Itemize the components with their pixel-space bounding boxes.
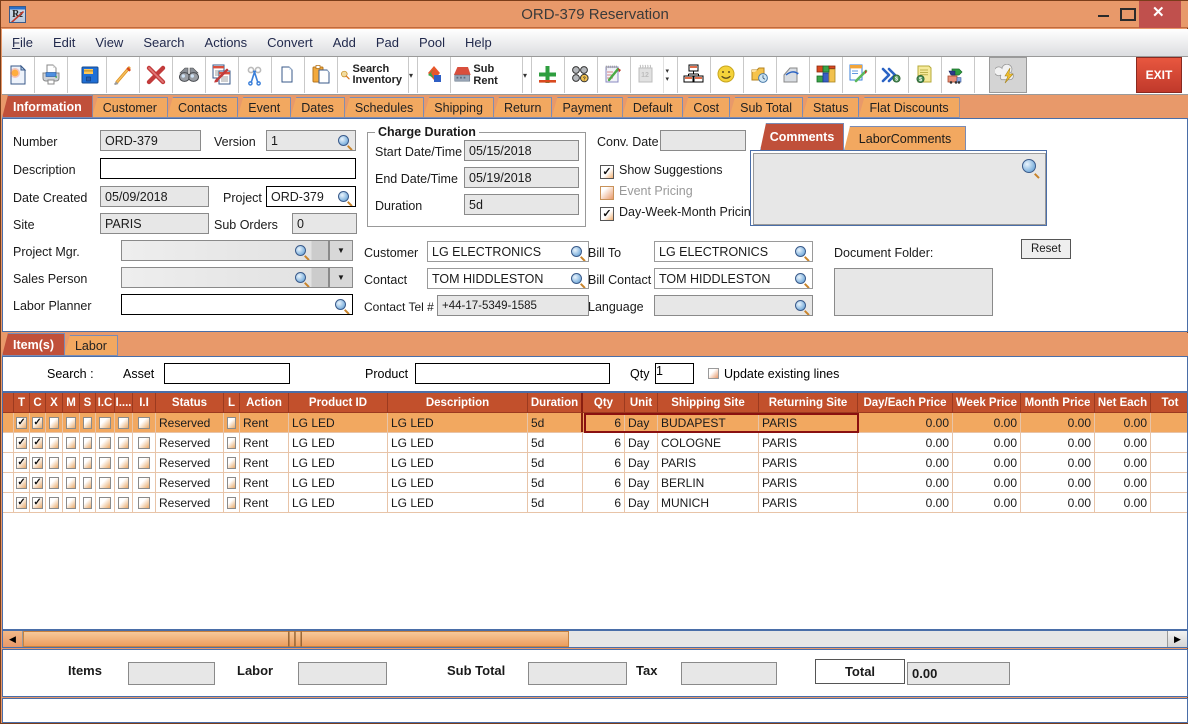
svg-text:12: 12: [641, 72, 649, 79]
svg-text:$: $: [895, 77, 898, 83]
svg-text:?: ?: [583, 76, 586, 82]
svg-text:$: $: [919, 77, 922, 83]
